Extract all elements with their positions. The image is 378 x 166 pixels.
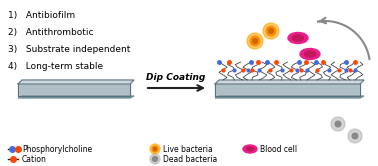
Polygon shape bbox=[18, 84, 130, 96]
Circle shape bbox=[250, 36, 260, 46]
Polygon shape bbox=[215, 96, 364, 98]
Circle shape bbox=[150, 154, 160, 164]
Circle shape bbox=[150, 144, 160, 154]
Circle shape bbox=[269, 29, 273, 33]
Text: Cation: Cation bbox=[22, 155, 47, 164]
Text: Dip Coating: Dip Coating bbox=[146, 73, 206, 82]
Text: Phosphorylcholine: Phosphorylcholine bbox=[22, 144, 92, 154]
Circle shape bbox=[263, 23, 279, 39]
Text: 4)   Long-term stable: 4) Long-term stable bbox=[8, 62, 103, 71]
Ellipse shape bbox=[293, 35, 304, 41]
Circle shape bbox=[253, 39, 257, 43]
Text: Dead bacteria: Dead bacteria bbox=[163, 155, 217, 164]
Circle shape bbox=[348, 129, 362, 143]
Polygon shape bbox=[215, 80, 364, 84]
Circle shape bbox=[152, 157, 158, 162]
Ellipse shape bbox=[305, 51, 316, 57]
Text: Live bacteria: Live bacteria bbox=[163, 144, 213, 154]
Circle shape bbox=[335, 121, 341, 127]
Text: 3)   Substrate independent: 3) Substrate independent bbox=[8, 45, 130, 54]
Circle shape bbox=[153, 148, 156, 151]
Text: 1)   Antibiofilm: 1) Antibiofilm bbox=[8, 11, 75, 20]
Circle shape bbox=[152, 146, 158, 152]
Ellipse shape bbox=[246, 147, 254, 151]
Circle shape bbox=[352, 133, 358, 139]
Circle shape bbox=[331, 117, 345, 131]
Text: 2)   Antithrombotic: 2) Antithrombotic bbox=[8, 28, 93, 37]
Ellipse shape bbox=[288, 33, 308, 43]
Ellipse shape bbox=[300, 48, 320, 59]
Circle shape bbox=[247, 33, 263, 49]
Circle shape bbox=[266, 26, 276, 36]
Polygon shape bbox=[18, 80, 134, 84]
Polygon shape bbox=[215, 84, 360, 96]
Text: Blood cell: Blood cell bbox=[260, 144, 297, 154]
Ellipse shape bbox=[243, 145, 257, 153]
Polygon shape bbox=[18, 96, 134, 98]
